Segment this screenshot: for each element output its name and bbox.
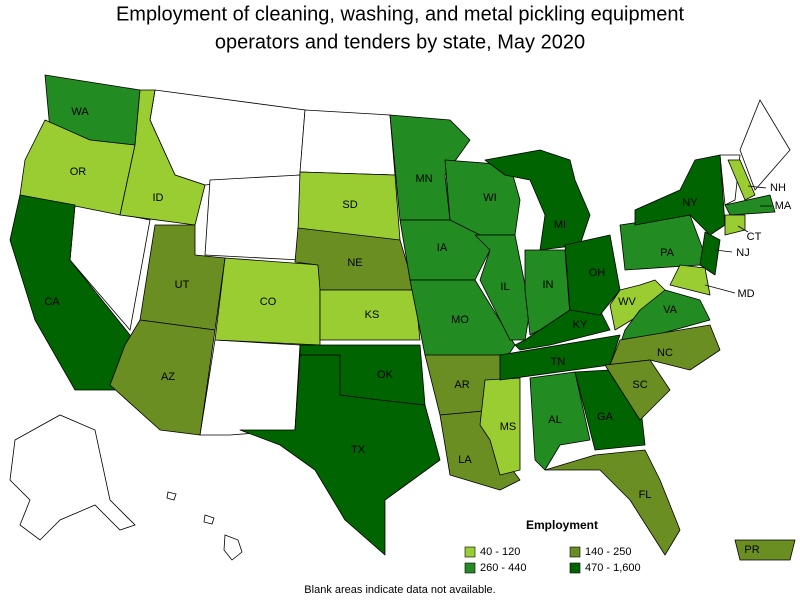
state-label: MN [415, 173, 432, 185]
state-label: SC [632, 379, 647, 391]
state-label: AZ [161, 371, 175, 383]
state [544, 449, 681, 556]
blank-state [739, 99, 791, 191]
legend-swatch [569, 562, 581, 574]
alaska [9, 414, 136, 541]
state-label: MD [737, 288, 754, 300]
state [409, 279, 516, 361]
state-label: SD [342, 199, 357, 211]
state [619, 214, 706, 271]
state-label: MI [554, 219, 566, 231]
leader-line [737, 225, 749, 233]
state-label: CA [44, 296, 60, 308]
title-line: Employment of cleaning, washing, and met… [116, 3, 685, 25]
legend-swatch [464, 546, 476, 558]
legend-label: 140 - 250 [585, 546, 631, 558]
blank-state [199, 339, 301, 436]
state [119, 89, 206, 226]
state [609, 279, 666, 331]
state [724, 214, 746, 236]
state-label: OK [377, 369, 394, 381]
legend-label: 470 - 1,600 [585, 562, 641, 574]
state-label: WV [618, 296, 636, 308]
state [604, 359, 671, 421]
blank-state [204, 174, 301, 261]
state [734, 539, 796, 561]
hawaii [223, 534, 243, 561]
state-label: IN [543, 279, 554, 291]
state-label: NJ [736, 247, 749, 259]
state-label: UT [175, 279, 190, 291]
state-label: MS [500, 421, 517, 433]
state [564, 234, 621, 316]
state-label: PR [744, 544, 759, 556]
state [474, 234, 531, 341]
state-label: KY [573, 319, 588, 331]
state-label: OR [70, 166, 87, 178]
state-label: TN [551, 356, 566, 368]
state [699, 231, 721, 276]
footnote: Blank areas indicate data not available. [304, 584, 495, 596]
legend-swatch [569, 546, 581, 558]
state-label: MO [451, 314, 469, 326]
legend-title: Employment [526, 518, 598, 532]
state [299, 344, 426, 406]
state-label: LA [458, 454, 472, 466]
state-label: NH [770, 182, 786, 194]
state-label: IA [437, 242, 448, 254]
state-label: OH [589, 267, 606, 279]
state [479, 377, 521, 476]
state [109, 319, 216, 436]
state-label: IL [500, 281, 509, 293]
state-label: WA [71, 106, 89, 118]
state-label: PA [660, 247, 675, 259]
state-label: VA [663, 304, 678, 316]
leader-lines [704, 185, 772, 294]
title-line: operators and tenders by state, May 2020 [215, 31, 585, 53]
state-label: CT [747, 231, 762, 243]
hawaii [203, 514, 215, 525]
state-label: NY [682, 197, 698, 209]
leader-line [747, 185, 767, 189]
state [727, 159, 756, 201]
legend-swatch [464, 562, 476, 574]
legend-label: 40 - 120 [480, 546, 520, 558]
hawaii [166, 491, 177, 501]
state-label: AL [548, 414, 561, 426]
blank-state [299, 109, 396, 176]
state-label: GA [597, 411, 614, 423]
leader-line [704, 284, 736, 294]
state-label: WI [483, 192, 496, 204]
states: WA OR CA ID UT AZ CO SD NE KS TX OK MN IA MO AR LA WI IL MS… [9, 74, 796, 561]
state-label: MA [775, 200, 792, 212]
state [669, 264, 711, 296]
legend-label: 260 - 440 [480, 562, 526, 574]
state [514, 309, 611, 351]
state-label: AR [454, 379, 469, 391]
legend: 40 - 120 260 - 440 140 - 250 470 - 1,600 [464, 546, 641, 574]
state-label: TX [351, 444, 366, 456]
state-label: NC [657, 347, 673, 359]
state [724, 194, 776, 216]
state-label: NE [347, 257, 362, 269]
state-label: ID [153, 192, 164, 204]
leader-line [714, 249, 733, 253]
state-label: CO [260, 296, 277, 308]
state-label: FL [639, 489, 652, 501]
state [319, 289, 421, 341]
state-label: KS [365, 309, 380, 321]
